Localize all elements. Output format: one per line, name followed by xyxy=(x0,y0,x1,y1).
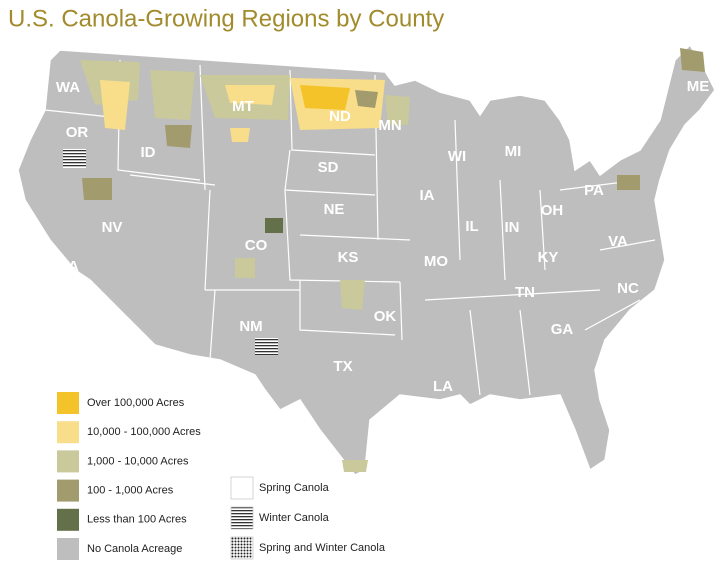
us-map xyxy=(17,43,716,476)
legend-swatch xyxy=(57,538,79,560)
state-label: IN xyxy=(505,219,520,236)
state-label: TN xyxy=(515,284,535,301)
canola-regions xyxy=(63,48,705,472)
map-title: U.S. Canola-Growing Regions by County xyxy=(8,5,444,32)
legend-swatch xyxy=(230,476,254,500)
state-label: NM xyxy=(239,318,262,335)
state-label: OK xyxy=(374,308,397,325)
state-label: NE xyxy=(324,201,345,218)
state-label: KS xyxy=(338,249,359,266)
state-label: ME xyxy=(687,78,710,95)
state-label: VA xyxy=(608,233,628,250)
state-label: SD xyxy=(318,159,339,176)
legend-label: 1,000 - 10,000 Acres xyxy=(87,455,189,467)
legend-label: 100 - 1,000 Acres xyxy=(87,485,174,497)
state-label: MN xyxy=(378,117,401,134)
legend-swatch xyxy=(57,479,79,502)
legend-swatch xyxy=(57,450,79,473)
legend-label: Over 100,000 Acres xyxy=(87,397,185,409)
state-label: PA xyxy=(584,182,604,199)
legend-label: 10,000 - 100,000 Acres xyxy=(87,426,201,438)
state-label: NC xyxy=(617,280,639,297)
legend-swatch xyxy=(57,508,79,531)
state-label: LA xyxy=(433,378,453,395)
state-label: WI xyxy=(448,148,466,165)
legend-label: Winter Canola xyxy=(259,512,330,524)
state-label: OR xyxy=(66,124,89,141)
state-label: GA xyxy=(551,321,574,338)
state-label: NV xyxy=(102,219,123,236)
legend-label: Spring and Winter Canola xyxy=(259,542,386,554)
state-label: MI xyxy=(505,143,522,160)
state-label: OH xyxy=(541,202,564,219)
state-label: ND xyxy=(329,108,351,125)
state-label: MO xyxy=(424,253,448,270)
legend: Over 100,000 Acres 10,000 - 100,000 Acres… xyxy=(57,392,386,560)
state-label: CA xyxy=(57,258,79,275)
state-label: CO xyxy=(245,237,268,254)
state-label: ID xyxy=(141,144,156,161)
state-label: MT xyxy=(232,98,254,115)
legend-label: No Canola Acreage xyxy=(87,543,182,555)
legend-swatch xyxy=(57,421,79,444)
legend-label: Spring Canola xyxy=(259,482,330,494)
state-label: IL xyxy=(465,218,478,235)
legend-swatch xyxy=(230,536,254,560)
state-label: KY xyxy=(538,249,559,266)
state-label: IA xyxy=(420,187,435,204)
legend-swatch xyxy=(230,506,254,530)
state-labels: WA OR ID MT ND MN SD WI MI NV CA NE IA IL IN OH PA CO KS MO… xyxy=(56,78,709,395)
state-label: TX xyxy=(333,358,352,375)
state-label: WA xyxy=(56,79,80,96)
legend-label: Less than 100 Acres xyxy=(87,514,187,526)
legend-swatch xyxy=(57,392,79,414)
